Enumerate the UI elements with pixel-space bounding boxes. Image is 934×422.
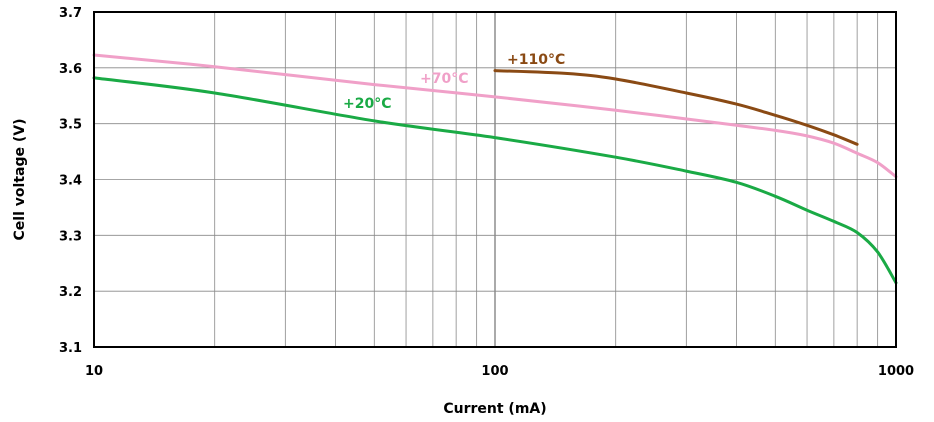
- y-axis-title: Cell voltage (V): [12, 119, 28, 241]
- y-tick-label: 3.1: [59, 341, 82, 356]
- series-labels: +20°C +70°C +110°C: [343, 52, 565, 112]
- plot-frame: [93, 11, 897, 348]
- y-tick-label: 3.5: [59, 118, 82, 133]
- series-line-20c: [92, 76, 898, 285]
- tick-labels: 10 100 1000 3.1 3.2 3.3 3.4 3.5 3.6 3.7: [59, 6, 914, 379]
- y-tick-label: 3.2: [59, 285, 82, 300]
- series-lines: [92, 53, 898, 285]
- y-tick-label: 3.7: [59, 6, 82, 21]
- y-tick-label: 3.3: [59, 229, 82, 244]
- x-tick-label: 10: [85, 364, 103, 379]
- y-tick-label: 3.6: [59, 62, 82, 77]
- series-label-70c: +70°C: [420, 71, 469, 87]
- x-tick-label: 100: [481, 364, 508, 379]
- grid: [93, 11, 897, 348]
- x-axis-title: Current (mA): [443, 401, 546, 417]
- series-label-20c: +20°C: [343, 96, 392, 112]
- series-line-110c: [493, 69, 859, 146]
- x-tick-label: 1000: [878, 364, 914, 379]
- series-label-110c: +110°C: [507, 52, 565, 68]
- y-tick-label: 3.4: [59, 174, 82, 189]
- series-line-70c: [92, 53, 898, 179]
